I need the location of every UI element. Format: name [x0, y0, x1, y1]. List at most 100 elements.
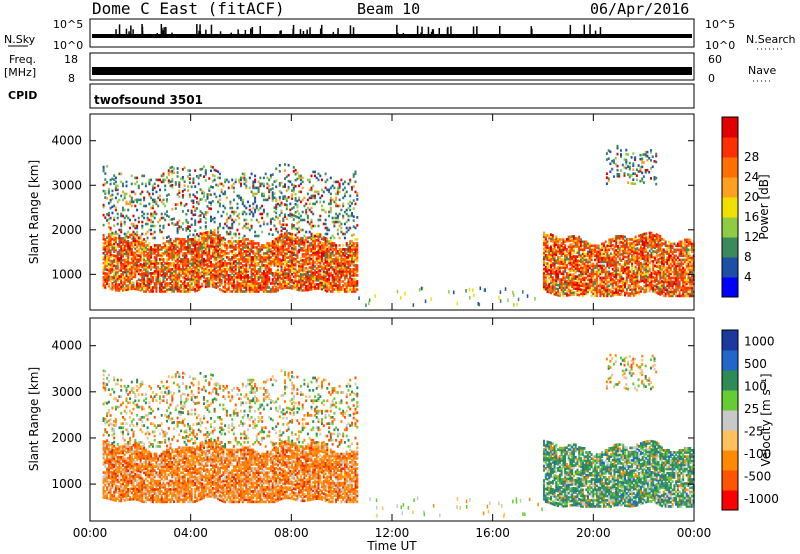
- heatmap-cell: [269, 248, 272, 251]
- heatmap-cell: [245, 278, 248, 281]
- heatmap-cell: [159, 262, 161, 265]
- heatmap-cell: [231, 252, 234, 255]
- heatmap-cell: [248, 284, 251, 287]
- heatmap-cell: [173, 252, 175, 255]
- heatmap-cell: [262, 192, 265, 196]
- heatmap-cell: [125, 264, 128, 267]
- heatmap-cell: [236, 206, 239, 210]
- heatmap-cell: [278, 233, 281, 237]
- heatmap-cell: [282, 238, 285, 242]
- heatmap-cell: [298, 280, 301, 284]
- heatmap-cell: [310, 196, 313, 200]
- heatmap-cell: [113, 224, 116, 228]
- heatmap-cell: [601, 278, 604, 282]
- heatmap-cell: [604, 254, 607, 258]
- heatmap-cell: [340, 268, 343, 271]
- heatmap-cell: [111, 276, 114, 279]
- heatmap-cell: [201, 274, 204, 278]
- heatmap-cell: [343, 186, 346, 190]
- heatmap-cell: [261, 244, 264, 247]
- heatmap-cell: [153, 224, 156, 228]
- heatmap-cell: [264, 276, 267, 279]
- heatmap-cell: [349, 256, 352, 259]
- heatmap-cell: [278, 282, 281, 285]
- heatmap-cell: [166, 200, 168, 203]
- heatmap-cell: [553, 252, 556, 256]
- heatmap-cell: [224, 178, 227, 182]
- heatmap-cell: [123, 222, 126, 226]
- heatmap-cell: [335, 198, 338, 202]
- heatmap-cell: [336, 272, 339, 275]
- heatmap-cell: [312, 196, 315, 200]
- heatmap-cell: [587, 260, 589, 264]
- heatmap-cell: [298, 264, 301, 268]
- heatmap-cell: [314, 247, 316, 250]
- heatmap-cell: [137, 238, 140, 241]
- heatmap-cell: [336, 190, 339, 194]
- heatmap-cell: [306, 288, 309, 292]
- heatmap-cell: [303, 259, 306, 262]
- heatmap-cell: [155, 190, 158, 194]
- heatmap-cell: [134, 267, 137, 271]
- heatmap-cell: [294, 247, 297, 251]
- heatmap-cell: [546, 242, 549, 245]
- heatmap-cell: [310, 210, 313, 214]
- heatmap-cell: [599, 258, 602, 262]
- heatmap-cell: [234, 276, 237, 279]
- heatmap-cell: [324, 253, 327, 256]
- heatmap-cell: [171, 278, 174, 281]
- heatmap-cell: [324, 289, 327, 292]
- heatmap-cell: [234, 246, 237, 249]
- heatmap-cell: [132, 224, 135, 228]
- heatmap-cell: [240, 268, 242, 271]
- heatmap-cell: [144, 274, 147, 277]
- heatmap-cell: [285, 189, 288, 193]
- heatmap-cell: [164, 246, 167, 249]
- heatmap-cell: [268, 260, 271, 263]
- heatmap-cell: [218, 274, 221, 277]
- heatmap-cell: [294, 227, 297, 230]
- heatmap-cell: [111, 197, 114, 201]
- heatmap-cell: [352, 274, 355, 277]
- heatmap-cell: [356, 268, 359, 271]
- heatmap-cell: [597, 284, 600, 288]
- heatmap-cell: [551, 244, 554, 247]
- heatmap-cell: [349, 194, 352, 198]
- heatmap-cell: [275, 255, 278, 259]
- heatmap-cell: [143, 272, 146, 275]
- heatmap-cell: [259, 248, 262, 251]
- heatmap-cell: [576, 279, 579, 282]
- heatmap-cell: [543, 251, 545, 255]
- heatmap-cell: [199, 210, 202, 213]
- heatmap-cell: [271, 272, 274, 275]
- heatmap-cell: [114, 276, 117, 280]
- heatmap-cell: [247, 284, 249, 287]
- heatmap-cell: [111, 254, 114, 257]
- heatmap-cell: [310, 279, 313, 283]
- heatmap-cell: [196, 269, 198, 272]
- heatmap-cell: [114, 196, 117, 200]
- heatmap-cell: [252, 202, 255, 206]
- heatmap-cell: [160, 230, 163, 234]
- heatmap-cell: [574, 269, 577, 272]
- heatmap-cell: [285, 260, 288, 263]
- heatmap-cell: [201, 244, 204, 248]
- heatmap-cell: [555, 291, 558, 295]
- heatmap-cell: [322, 252, 325, 255]
- heatmap-cell: [308, 258, 311, 261]
- heatmap-cell: [280, 223, 283, 227]
- heatmap-cell: [333, 280, 336, 283]
- heatmap-cell: [215, 169, 218, 173]
- heatmap-cell: [252, 270, 255, 273]
- heatmap-cell: [222, 204, 225, 208]
- heatmap-cell: [240, 250, 242, 253]
- heatmap-cell: [234, 288, 237, 291]
- heatmap-cell: [201, 248, 204, 252]
- nsky-spike: [438, 28, 440, 36]
- heatmap-cell: [271, 280, 274, 283]
- heatmap-cell: [232, 274, 235, 277]
- heatmap-cell: [146, 262, 149, 265]
- heatmap-cell: [255, 262, 258, 265]
- heatmap-cell: [245, 266, 248, 269]
- heatmap-cell: [576, 281, 579, 284]
